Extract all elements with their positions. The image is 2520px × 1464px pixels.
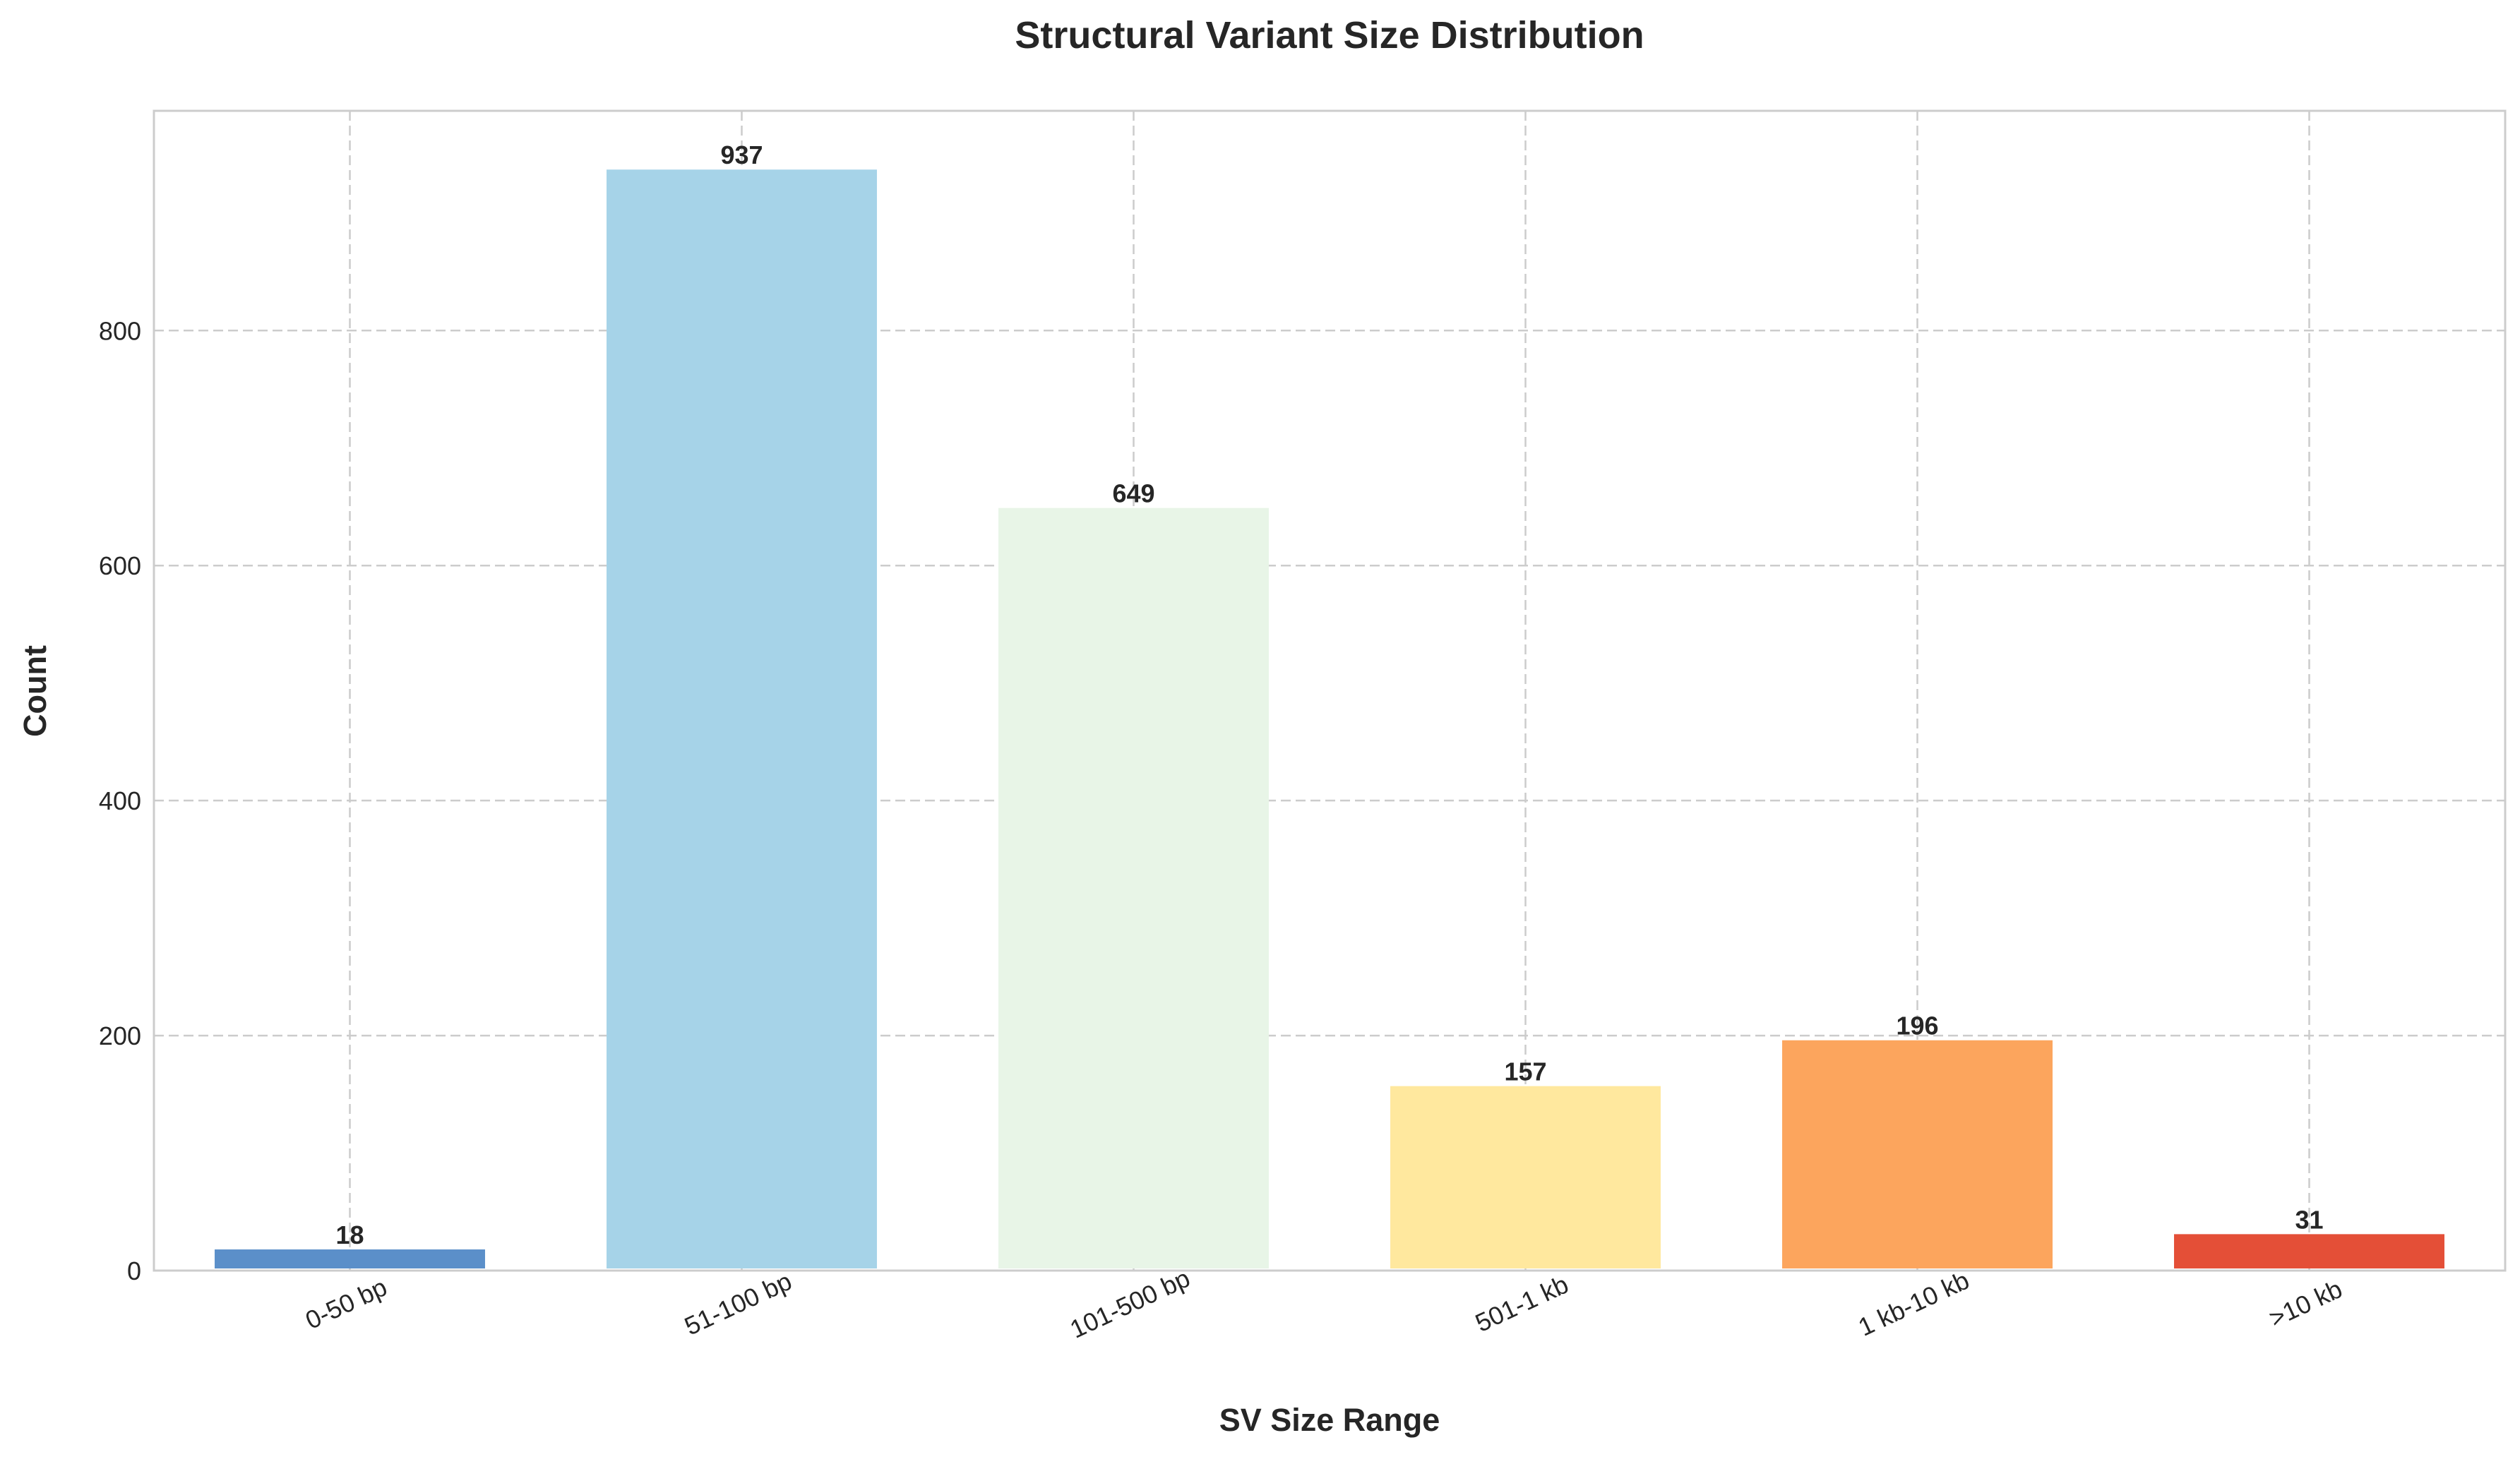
bar [215,1249,485,1268]
plot-frame [153,109,2507,1272]
bar-value-label: 18 [335,1220,364,1249]
bar [607,169,877,1268]
grid [154,111,2505,1271]
y-tick-label: 200 [99,1021,141,1050]
x-tick-label: 101-500 bp [1065,1264,1194,1344]
y-tick-label: 600 [99,551,141,580]
bar [1782,1040,2053,1268]
x-axis-ticks: 0-50 bp 51-100 bp 101-500 bp 501-1 kb 1 kb-1… [301,1264,2346,1344]
y-tick-label: 0 [127,1256,141,1285]
y-axis-ticks: 0 200 400 600 800 [99,316,141,1285]
x-tick-label: >10 kb [2264,1274,2346,1333]
y-tick-label: 400 [99,786,141,815]
y-axis-label: Count [17,645,53,737]
bar-value-label: 649 [1112,479,1154,508]
bar-value-label: 937 [720,140,763,169]
x-axis-label: SV Size Range [1219,1402,1440,1438]
bar-value-label: 157 [1504,1057,1546,1086]
x-tick-label: 501-1 kb [1471,1269,1572,1337]
x-tick-label: 1 kb-10 kb [1853,1266,1973,1342]
y-tick-label: 800 [99,316,141,345]
bar-value-label: 196 [1896,1012,1938,1040]
value-labels: 18 937 649 157 196 31 [335,140,2323,1249]
x-tick-label: 51-100 bp [680,1266,796,1341]
chart-title: Structural Variant Size Distribution [1015,14,1644,56]
bar [2174,1234,2444,1268]
bar-value-label: 31 [2295,1205,2323,1234]
bars [215,169,2444,1268]
bar [998,508,1269,1268]
x-tick-label: 0-50 bp [301,1272,391,1335]
bar [1390,1086,1661,1268]
